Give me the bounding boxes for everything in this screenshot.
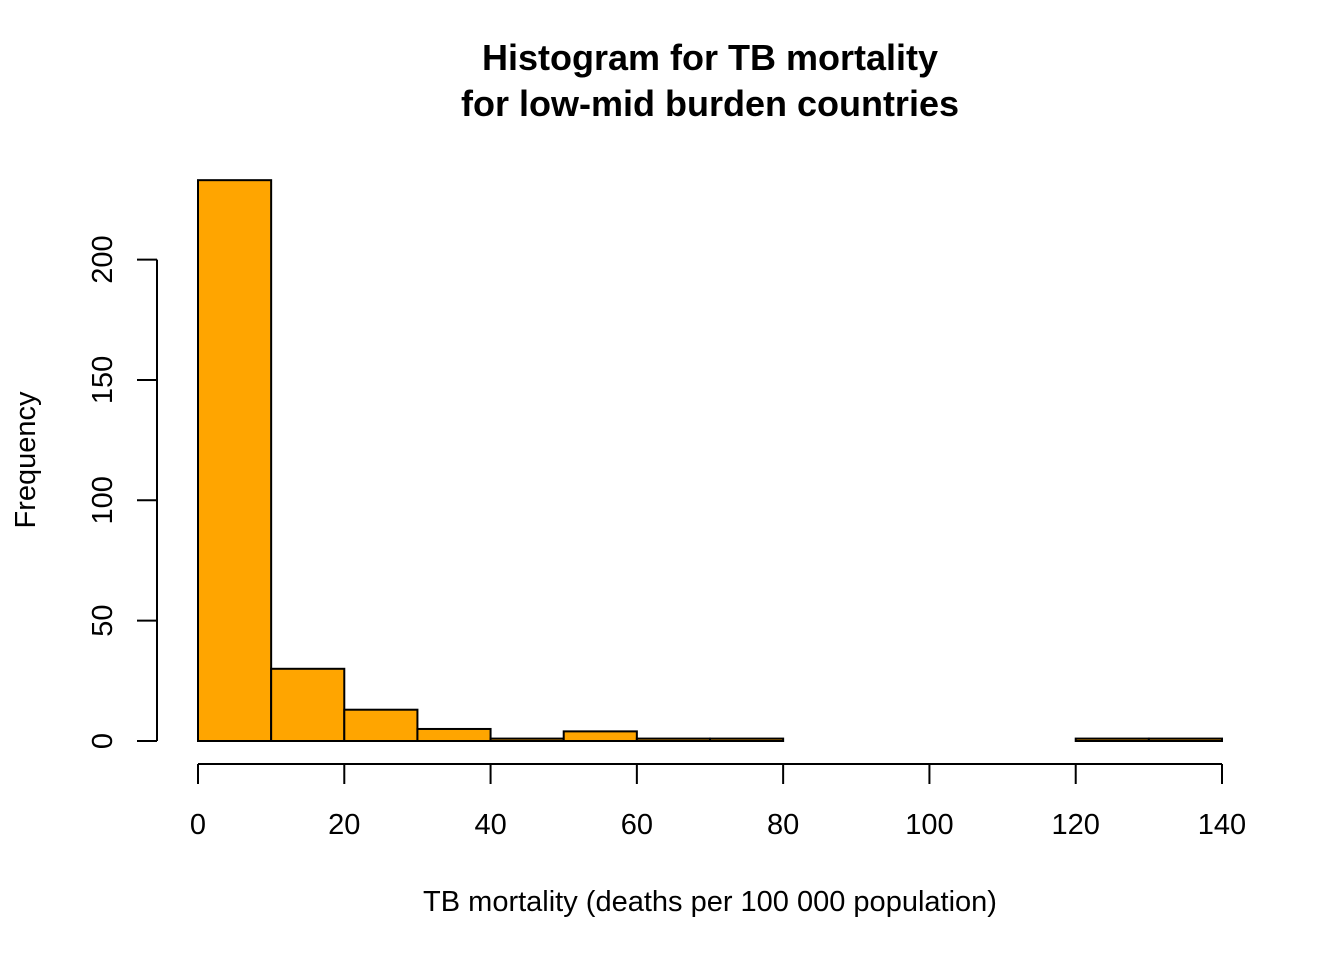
histogram-bar-40-50 — [489, 737, 565, 743]
histogram-bar-0-10 — [197, 179, 273, 742]
y-tick-label-100: 100 — [87, 476, 119, 524]
y-axis: 0 50 100 150 200 — [87, 235, 158, 749]
x-tick-label-60: 60 — [621, 809, 653, 841]
bars-group — [197, 179, 1224, 743]
x-tick-label-120: 120 — [1052, 809, 1100, 841]
histogram-bar-30-40 — [416, 727, 492, 743]
histogram-bar-10-20 — [270, 667, 346, 742]
histogram-bar-60-70 — [635, 737, 711, 743]
y-tick-label-0: 0 — [87, 733, 119, 749]
y-tick-label-150: 150 — [87, 356, 119, 404]
histogram-bar-20-30 — [343, 708, 419, 742]
chart-title-line-2: for low-mid burden countries — [461, 83, 959, 124]
histogram-bar-130-140 — [1147, 737, 1224, 743]
histogram-bar-70-80 — [709, 737, 785, 743]
histogram-bar-120-130 — [1074, 737, 1150, 743]
y-axis-title: Frequency — [10, 391, 42, 529]
y-tick-label-200: 200 — [87, 235, 119, 283]
x-tick-label-140: 140 — [1198, 809, 1246, 841]
chart-title-line-1: Histogram for TB mortality — [482, 37, 938, 78]
x-tick-label-100: 100 — [905, 809, 953, 841]
histogram-bar-50-60 — [562, 730, 638, 743]
x-axis-title: TB mortality (deaths per 100 000 populat… — [423, 886, 997, 918]
x-tick-label-0: 0 — [190, 809, 206, 841]
x-axis: 0 20 40 60 80 100 120 140 — [190, 763, 1246, 841]
x-tick-label-20: 20 — [328, 809, 360, 841]
y-tick-label-50: 50 — [87, 605, 119, 637]
x-tick-label-80: 80 — [767, 809, 799, 841]
x-tick-label-40: 40 — [474, 809, 506, 841]
